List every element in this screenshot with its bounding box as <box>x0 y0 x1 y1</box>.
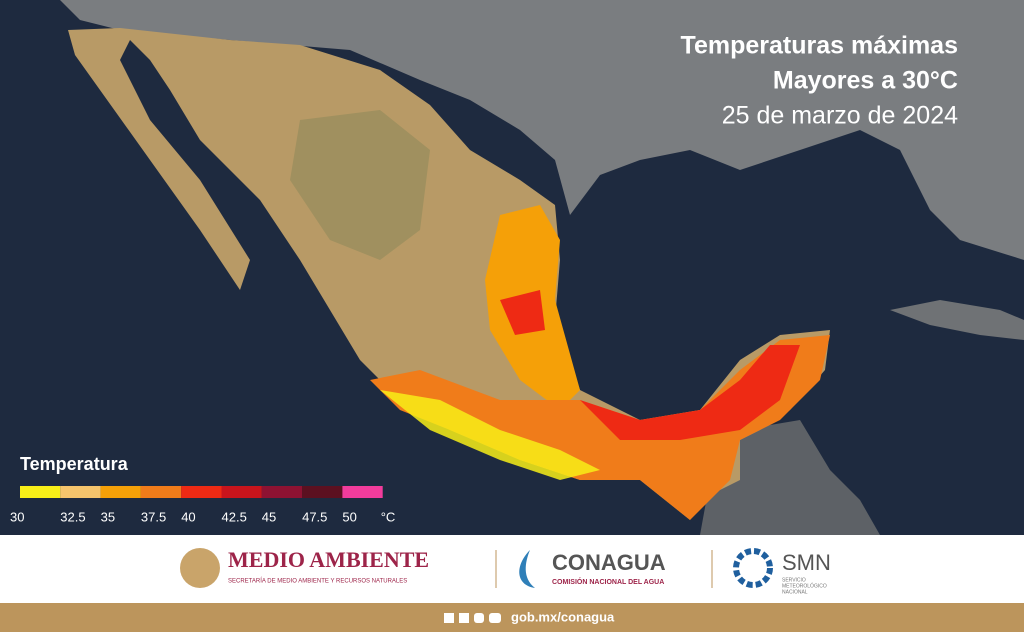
conagua-sub: COMISIÓN NACIONAL DEL AGUA <box>552 577 664 586</box>
legend-swatch <box>60 486 101 498</box>
semarnat-logo <box>180 548 220 588</box>
usa-land <box>60 0 1024 260</box>
heat-south <box>370 335 830 520</box>
legend-swatch <box>181 486 222 498</box>
heat-tabasco <box>580 345 800 440</box>
subtitle: Mayores a 30°C <box>773 67 958 95</box>
social-icon[interactable] <box>459 613 469 623</box>
legend-title: Temperatura <box>20 454 129 474</box>
legend-swatch <box>100 486 141 498</box>
legend-tick-label: 42.5 <box>222 509 247 524</box>
social-icon[interactable] <box>474 613 484 623</box>
legend-tick-label: 40 <box>181 509 195 524</box>
smn-logo <box>733 548 773 588</box>
legend-swatch <box>221 486 262 498</box>
title: Temperaturas máximas <box>681 32 958 60</box>
smn-sub: NACIONAL <box>782 589 808 595</box>
url[interactable]: gob.mx/conagua <box>511 609 615 624</box>
legend-tick-label: 37.5 <box>141 509 166 524</box>
semarnat-sub: SECRETARÍA DE MEDIO AMBIENTE Y RECURSOS … <box>228 578 407 585</box>
date: 25 de marzo de 2024 <box>722 102 958 130</box>
social-icon[interactable] <box>444 613 454 623</box>
cuba <box>890 300 1024 340</box>
legend-swatch <box>140 486 182 498</box>
legend-swatch <box>261 486 303 498</box>
footer <box>0 535 1024 603</box>
smn-name: SMN <box>782 550 831 575</box>
legend-swatch <box>20 486 61 498</box>
legend-tick-label: 30 <box>10 509 24 524</box>
semarnat-name: MEDIO AMBIENTE <box>228 547 429 572</box>
smn-sub: METEOROLÓGICO <box>782 582 827 589</box>
conagua-logo <box>519 550 535 588</box>
legend-swatch <box>342 486 383 498</box>
footer-bar <box>0 603 1024 632</box>
legend-tick-label: 45 <box>262 509 276 524</box>
smn-sub: SERVICIO <box>782 577 806 583</box>
sierra <box>290 110 430 260</box>
conagua-name: CONAGUA <box>552 550 666 575</box>
social-icon[interactable] <box>489 613 501 623</box>
legend-unit: °C <box>381 509 396 524</box>
mexico <box>68 28 830 520</box>
legend-tick-label: 47.5 <box>302 509 327 524</box>
legend-tick-label: 50 <box>342 509 356 524</box>
central-america <box>700 420 880 535</box>
heat-core <box>500 290 545 335</box>
heat-coast <box>380 390 600 480</box>
legend: 30 32.5 35 37.5 40 42.5 45 47.5 50 °C <box>10 486 395 524</box>
legend-tick-label: 32.5 <box>60 509 85 524</box>
legend-tick-label: 35 <box>101 509 115 524</box>
legend-swatch <box>302 486 343 498</box>
